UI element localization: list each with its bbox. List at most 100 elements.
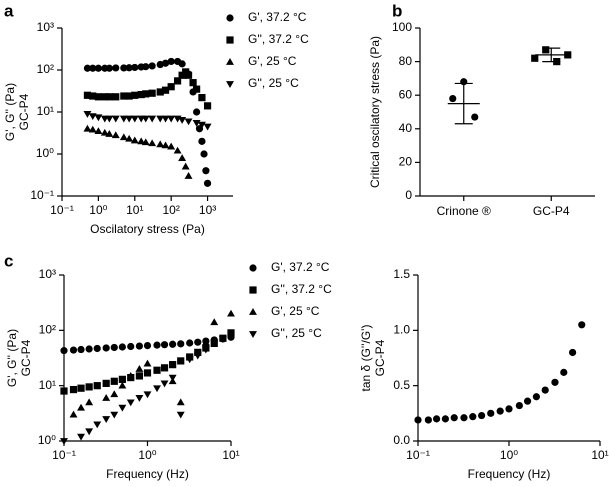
marker (102, 393, 111, 401)
marker (131, 91, 139, 99)
y-tick-label: 10¹ (37, 104, 54, 118)
marker (178, 60, 186, 68)
marker (94, 114, 103, 122)
marker (130, 136, 139, 144)
marker (141, 115, 150, 123)
marker (143, 359, 152, 367)
marker (184, 71, 193, 79)
marker (432, 415, 441, 423)
point (564, 51, 572, 59)
y-tick-label: 10³ (39, 267, 56, 281)
y-axis-title: GC-P4 (373, 339, 387, 376)
y-tick-label: 10³ (37, 20, 54, 34)
marker (83, 64, 92, 72)
marker (60, 347, 68, 355)
marker (112, 93, 120, 101)
marker (100, 128, 109, 136)
marker (77, 345, 85, 354)
marker (85, 345, 93, 353)
marker (226, 14, 234, 22)
marker (93, 382, 101, 390)
marker (85, 383, 93, 391)
marker (469, 413, 477, 421)
marker (177, 357, 185, 365)
marker (137, 137, 146, 145)
marker (110, 411, 119, 419)
y-tick-label: 10⁻¹ (30, 188, 54, 202)
marker (118, 381, 127, 389)
x-axis-title: Oscilatory stress (Pa) (90, 222, 205, 236)
marker (156, 140, 165, 148)
marker (203, 179, 212, 187)
marker (194, 348, 202, 356)
marker (127, 342, 135, 351)
legend-label: G'', 25 °C (248, 76, 299, 90)
y-axis-title: GC-P4 (17, 93, 31, 130)
marker (142, 90, 150, 98)
legend-label: G'', 37.2 °C (248, 32, 309, 46)
marker (201, 346, 210, 354)
marker (578, 321, 586, 329)
marker (515, 401, 523, 410)
x-tick-label: Crinone ® (437, 204, 491, 218)
marker (184, 118, 193, 126)
marker (60, 438, 68, 445)
marker (173, 146, 182, 154)
marker (125, 92, 133, 100)
x-tick-label: 10⁰ (500, 448, 518, 462)
marker (77, 403, 86, 411)
marker (156, 88, 164, 96)
marker (143, 391, 152, 399)
marker (203, 102, 212, 110)
marker (125, 64, 133, 72)
x-tick-label: GC-P4 (533, 204, 570, 218)
marker (143, 369, 152, 377)
marker (89, 64, 97, 72)
marker (69, 346, 78, 354)
marker (119, 115, 128, 123)
y-axis-title: GC-P4 (19, 339, 33, 376)
marker (193, 352, 202, 360)
marker (200, 150, 208, 158)
marker (560, 368, 568, 376)
y-tick-label: 20 (399, 155, 413, 169)
marker (176, 411, 185, 419)
marker (148, 62, 156, 70)
marker (227, 329, 235, 337)
marker (194, 338, 202, 346)
marker (102, 379, 110, 387)
marker (118, 343, 126, 351)
marker (168, 374, 177, 382)
x-tick-label: 10² (163, 203, 180, 217)
marker (120, 92, 128, 100)
marker (173, 77, 182, 85)
marker (414, 416, 422, 424)
y-tick-label: 10² (39, 323, 56, 337)
marker (167, 83, 175, 91)
marker (249, 264, 257, 272)
marker (160, 380, 169, 388)
y-tick-label: 10¹ (39, 378, 56, 392)
marker (125, 115, 134, 123)
marker (105, 64, 113, 72)
marker (77, 433, 86, 441)
marker (450, 414, 458, 422)
x-tick-label: 10³ (199, 203, 216, 217)
marker (102, 416, 111, 423)
marker (130, 115, 139, 123)
marker (112, 64, 120, 72)
y-axis-title: Critical oscilatory stress (Pa) (368, 36, 382, 188)
marker (161, 86, 170, 94)
marker (111, 131, 120, 139)
marker (193, 85, 201, 93)
marker (102, 344, 110, 352)
x-tick-label: 10⁻¹ (406, 448, 430, 462)
marker (101, 93, 109, 101)
marker (226, 36, 234, 44)
marker (148, 115, 157, 123)
error-bar (542, 47, 561, 63)
marker (105, 115, 114, 123)
legend-label: G', 25 °C (248, 54, 297, 68)
legend-label: G'', 25 °C (271, 326, 322, 340)
marker (169, 361, 177, 369)
